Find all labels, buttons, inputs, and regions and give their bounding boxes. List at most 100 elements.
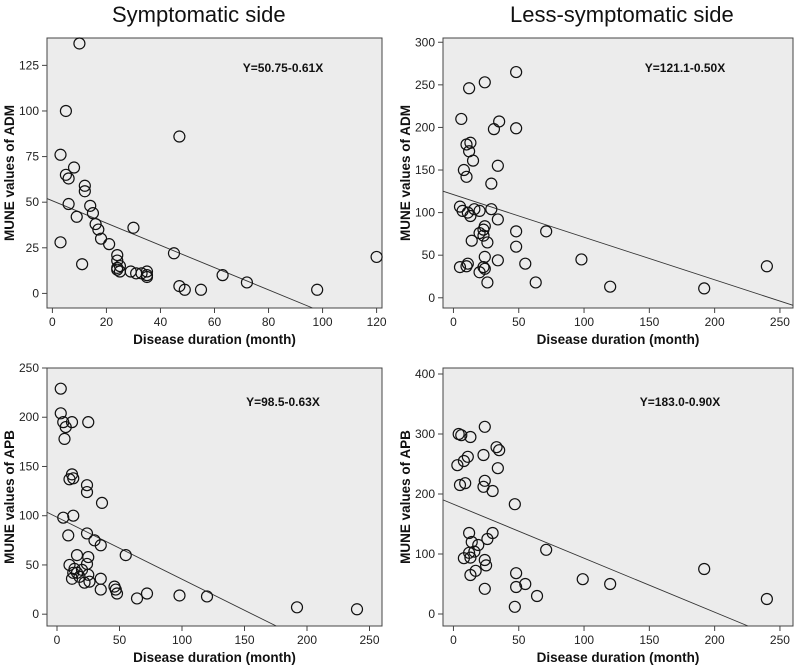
y-tick-label: 200	[415, 487, 435, 501]
data-point	[508, 600, 521, 613]
regression-equation: Y=121.1-0.50X	[645, 61, 725, 75]
data-point	[510, 240, 523, 253]
data-point	[54, 236, 67, 249]
x-tick-label: 250	[359, 633, 379, 647]
regression-line	[442, 499, 749, 627]
data-point	[698, 282, 711, 295]
data-point	[604, 280, 617, 293]
chart-less-adm: 0 50 100 150 200 250 0 50 100 150 200 250 300 Disease…	[398, 35, 794, 347]
data-point	[95, 496, 109, 510]
x-axis-label: Disease duration (month)	[133, 650, 296, 665]
y-tick-label: 50	[422, 248, 436, 262]
data-point	[760, 260, 773, 273]
data-point	[473, 226, 486, 240]
x-axis-label: Disease duration (month)	[537, 650, 700, 665]
data-point	[130, 592, 144, 605]
data-point	[89, 217, 102, 231]
data-point	[83, 575, 96, 588]
data-point	[461, 450, 474, 463]
data-point	[59, 168, 73, 181]
data-point	[67, 509, 80, 522]
data-point	[216, 269, 229, 282]
data-point	[576, 573, 589, 586]
data-point	[78, 185, 91, 198]
data-point	[82, 416, 95, 429]
data-point	[311, 283, 324, 296]
x-tick-label: 40	[154, 315, 168, 329]
data-point	[604, 577, 617, 591]
data-point	[65, 572, 79, 585]
x-tick-label: 100	[574, 633, 594, 647]
y-tick-label: 250	[415, 78, 435, 92]
x-tick-label: 150	[639, 633, 659, 647]
y-axis-label: MUNE values of ADM	[2, 105, 17, 241]
column-title-less-symptomatic: Less-symptomatic side	[510, 2, 734, 27]
data-point	[510, 567, 523, 580]
data-point	[464, 551, 477, 564]
data-point	[529, 276, 542, 289]
x-tick-label: 50	[512, 633, 526, 647]
chart-less-apb: 0 50 100 150 200 250 0 100 200 300 400 Disease dura…	[398, 367, 794, 665]
y-tick-label: 250	[19, 361, 39, 375]
x-axis-label: Disease duration (month)	[133, 332, 296, 347]
data-point	[290, 601, 304, 614]
x-tick-label: 100	[313, 315, 333, 329]
y-tick-label: 0	[32, 286, 39, 300]
data-point	[472, 538, 485, 552]
data-point	[194, 283, 208, 296]
y-tick-label: 0	[428, 291, 435, 305]
data-point	[173, 589, 186, 602]
data-point	[465, 234, 478, 247]
data-point	[92, 223, 105, 236]
data-point	[57, 511, 70, 524]
data-point	[519, 577, 532, 591]
data-point	[493, 444, 506, 457]
data-point	[478, 262, 491, 275]
data-point	[481, 276, 494, 289]
data-point	[80, 527, 94, 540]
data-point	[82, 568, 95, 581]
y-tick-label: 50	[26, 195, 40, 209]
data-point	[178, 283, 191, 296]
chart-sym-apb: 0 50 100 150 200 250 0 50 100 150 200 250 Disease du…	[2, 361, 383, 665]
x-tick-label: 0	[450, 315, 457, 329]
column-title-symptomatic: Symptomatic side	[112, 2, 286, 27]
y-tick-label: 300	[415, 35, 435, 49]
data-point	[491, 159, 504, 172]
data-point	[481, 236, 494, 249]
data-point	[478, 76, 491, 89]
x-tick-label: 0	[49, 315, 56, 329]
data-point	[113, 259, 127, 273]
y-tick-label: 25	[26, 241, 40, 255]
data-point	[59, 104, 73, 118]
data-point	[70, 210, 83, 223]
data-point	[478, 553, 491, 567]
x-axis-label: Disease duration (month)	[537, 332, 700, 347]
data-point	[477, 261, 490, 274]
data-point	[94, 583, 107, 596]
data-point	[540, 225, 553, 238]
data-point	[110, 587, 124, 600]
data-point	[575, 253, 588, 266]
data-point	[140, 587, 154, 600]
data-point	[477, 229, 490, 242]
x-tick-label: 60	[208, 315, 222, 329]
y-tick-label: 150	[415, 163, 435, 177]
data-point	[464, 209, 477, 223]
data-point	[540, 543, 553, 556]
data-point	[350, 603, 364, 616]
data-point	[54, 148, 67, 161]
y-tick-label: 100	[19, 104, 39, 118]
x-tick-label: 0	[54, 633, 61, 647]
y-tick-label: 100	[415, 547, 435, 561]
data-point	[173, 130, 186, 143]
data-point	[490, 441, 503, 454]
data-point	[127, 221, 140, 234]
y-tick-label: 75	[26, 150, 40, 164]
y-tick-label: 0	[428, 607, 435, 621]
data-point	[478, 420, 491, 433]
data-point	[459, 477, 472, 490]
x-tick-label: 150	[234, 633, 254, 647]
data-point	[455, 429, 468, 442]
